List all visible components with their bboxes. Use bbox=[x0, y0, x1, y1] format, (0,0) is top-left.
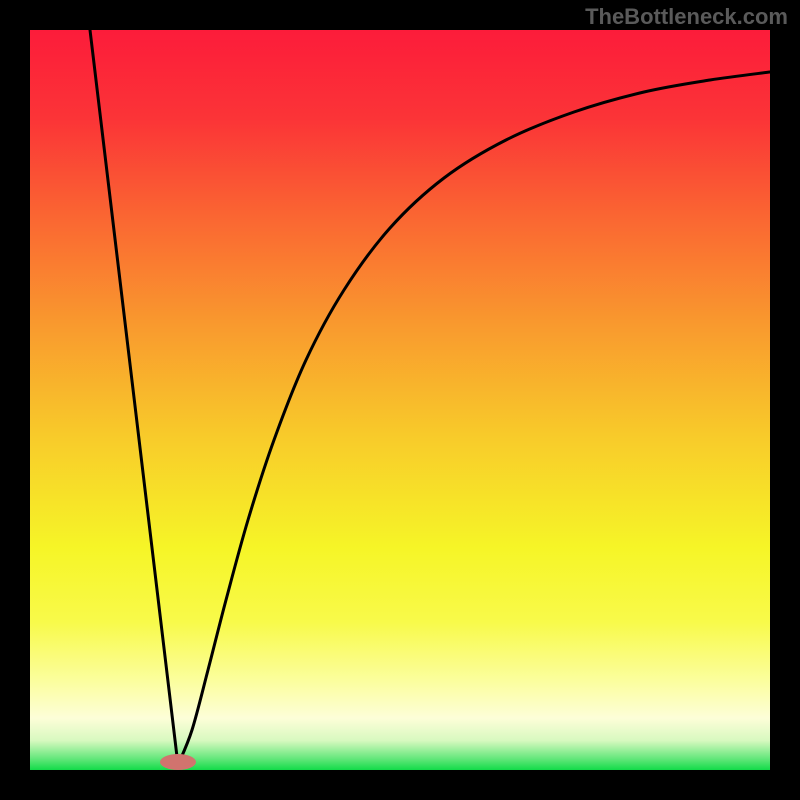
watermark: TheBottleneck.com bbox=[585, 4, 788, 30]
minimum-marker bbox=[30, 30, 770, 770]
plot-area bbox=[30, 30, 770, 770]
chart-container: TheBottleneck.com bbox=[0, 0, 800, 800]
marker-ellipse bbox=[160, 754, 196, 770]
